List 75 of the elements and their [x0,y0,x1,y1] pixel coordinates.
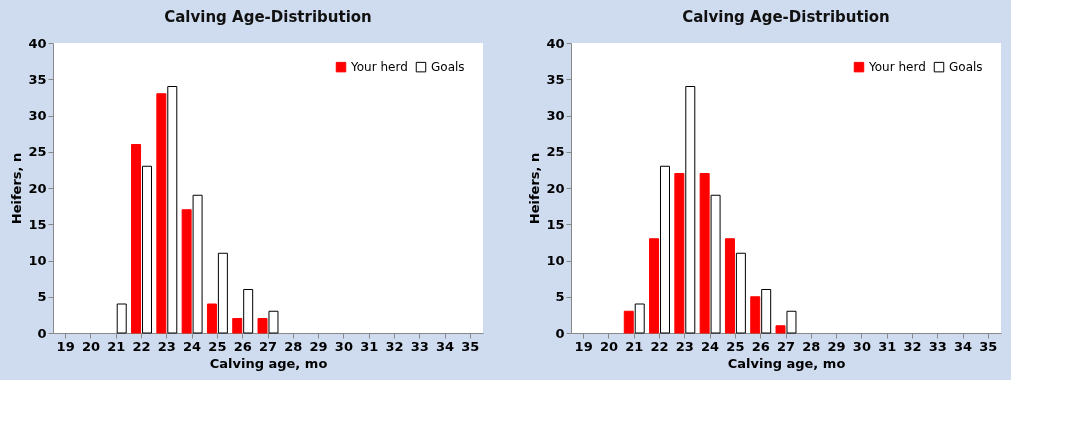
y-tick-label: 5 [555,289,565,305]
x-tick-label: 21 [107,338,126,354]
bar [232,318,243,334]
x-tick-label: 30 [334,338,353,354]
x-axis-title: Calving age, mo [209,355,328,371]
y-tick-label: 10 [546,253,565,268]
y-tick-label: 15 [546,216,565,232]
bar [775,325,786,334]
x-tick-label: 20 [81,338,100,354]
y-tick-label: 0 [37,325,47,341]
y-axis-title: Heifers, n [527,152,543,225]
legend-label: Goals [949,60,983,75]
y-axis-title: Heifers, n [9,152,25,225]
y-tick-label: 25 [28,144,47,160]
bar [674,173,685,334]
x-tick-label: 25 [726,338,745,354]
x-tick-label: 32 [385,338,404,354]
x-tick-label: 22 [132,338,151,354]
bar [623,310,634,334]
x-tick-label: 24 [701,338,720,354]
x-tick-label: 26 [751,338,770,354]
y-tick-label: 10 [28,253,47,268]
x-tick-label: 23 [157,338,176,354]
y-tick-label: 40 [546,35,565,51]
x-tick-label: 23 [675,338,694,354]
x-tick-label: 30 [852,338,871,354]
x-tick-label: 25 [208,338,227,354]
bar [131,144,142,334]
x-tick-label: 34 [954,338,973,354]
chart-title: Calving Age-Distribution [682,8,890,26]
x-tick-label: 27 [258,338,278,354]
bar [699,173,710,334]
x-tick-label: 32 [903,338,922,354]
x-tick-label: 33 [410,338,429,354]
x-tick-label: 24 [183,338,202,354]
x-tick-label: 28 [284,338,303,354]
x-tick-label: 35 [461,338,480,354]
y-tick-label: 40 [28,35,47,51]
bar [181,209,192,334]
x-tick-label: 34 [436,338,455,354]
bar [206,303,217,334]
bar [724,238,735,334]
x-tick-label: 26 [233,338,252,354]
x-axis-title: Calving age, mo [727,355,846,371]
x-tick-label: 29 [309,338,328,354]
x-tick-label: 21 [625,338,644,354]
chart-title: Calving Age-Distribution [164,8,372,26]
y-tick-label: 25 [546,144,565,160]
x-tick-label: 29 [827,338,846,354]
x-tick-label: 22 [650,338,669,354]
y-tick-label: 30 [546,108,565,123]
x-tick-label: 33 [928,338,947,354]
y-tick-label: 5 [37,289,47,305]
y-tick-label: 20 [546,180,565,196]
legend-label: Your herd [350,60,408,75]
y-tick-label: 0 [555,325,565,341]
y-tick-label: 20 [28,180,47,196]
x-tick-label: 31 [878,338,897,354]
bar [649,238,660,334]
x-tick-label: 19 [56,338,75,354]
x-tick-label: 28 [802,338,821,354]
y-tick-label: 15 [28,216,47,232]
x-tick-label: 35 [979,338,998,354]
x-tick-label: 27 [776,338,796,354]
bar [156,93,167,334]
legend-label: Your herd [868,60,926,75]
bar [750,296,761,334]
x-tick-label: 19 [574,338,593,354]
y-tick-label: 35 [28,71,47,87]
y-tick-label: 35 [546,71,565,87]
legend-label: Goals [431,60,465,75]
bar [257,318,268,334]
x-tick-label: 20 [599,338,618,354]
x-tick-label: 31 [360,338,379,354]
y-tick-label: 30 [28,108,47,123]
